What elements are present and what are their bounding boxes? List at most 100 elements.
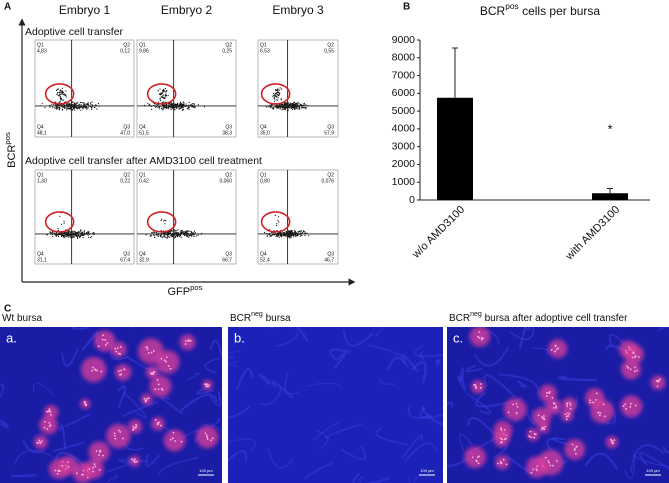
dot (294, 104, 296, 106)
quadrant-name: Q1 (139, 172, 146, 178)
image-caption-main: BCR (449, 313, 470, 324)
cell-spot (533, 436, 536, 439)
cell-spot (575, 452, 577, 455)
dot (285, 230, 287, 232)
dot (303, 103, 305, 105)
cell-spot (56, 472, 59, 475)
dot (61, 235, 63, 237)
dot (272, 108, 274, 110)
cell-spot (541, 426, 544, 429)
cell-spot (152, 371, 154, 374)
dot (187, 107, 189, 109)
y-tick-label: 9000 (392, 34, 416, 46)
cell-spot (82, 473, 85, 476)
tissue-fold (105, 474, 119, 483)
dot (184, 234, 186, 236)
cell-spot (84, 403, 87, 406)
cell-spot (542, 417, 545, 420)
plot-frame (136, 169, 237, 265)
dot (66, 231, 68, 233)
gate-circle (44, 83, 75, 105)
cell-spot (516, 406, 519, 408)
cell-spot (82, 469, 85, 472)
cell-spot (99, 449, 102, 452)
dot (301, 232, 303, 234)
dot (160, 236, 162, 238)
dot (283, 232, 285, 234)
dot (284, 103, 287, 105)
dot (165, 106, 167, 108)
cell-spot (46, 410, 49, 413)
dot (73, 230, 75, 232)
cell-spot (206, 438, 209, 441)
dot (292, 106, 294, 108)
dot (191, 106, 193, 108)
dot (68, 107, 71, 109)
bar (437, 97, 473, 200)
cell-spot (119, 353, 122, 355)
dot (65, 104, 67, 106)
quadrant-value: 48,1 (37, 130, 47, 136)
dot (182, 104, 184, 106)
dot (203, 106, 206, 108)
dot (149, 104, 151, 106)
cell-spot (41, 440, 43, 443)
dot (63, 91, 65, 93)
dot (280, 98, 282, 100)
follicle (106, 423, 131, 449)
dot (151, 235, 153, 237)
tissue-fold (401, 434, 423, 460)
cell-spot (611, 439, 614, 442)
cell-spot (530, 436, 532, 439)
dot (157, 235, 159, 237)
dot (87, 231, 89, 233)
dot (305, 108, 307, 110)
x-tick-label: with AMD3100 (563, 204, 622, 263)
dot (276, 234, 278, 237)
cell-spot (154, 388, 157, 391)
dot (46, 234, 48, 236)
cell-spot (143, 397, 146, 400)
cell-spot (48, 421, 51, 424)
tissue-fold (70, 327, 75, 328)
dot (290, 231, 292, 233)
tissue-fold (0, 383, 5, 398)
dot (159, 235, 161, 237)
dot (80, 232, 82, 234)
dot (58, 109, 60, 111)
dot (69, 232, 71, 234)
cell-spot (634, 355, 637, 358)
dot (188, 101, 190, 103)
dot (181, 232, 183, 234)
quadrant-name: Q4 (139, 124, 146, 130)
cell-spot (625, 408, 628, 410)
dot (194, 107, 196, 109)
cell-spot (208, 384, 211, 387)
dot (292, 103, 294, 105)
dot (162, 90, 164, 92)
dot (65, 90, 67, 92)
dot (289, 237, 291, 239)
cell-spot (205, 434, 208, 437)
image-letter: c. (453, 330, 463, 345)
dot (60, 89, 62, 91)
dot (76, 237, 79, 240)
cell-spot (622, 405, 625, 407)
dot (61, 87, 64, 89)
dot (193, 103, 195, 105)
dot (68, 230, 70, 232)
cell-spot (172, 431, 175, 434)
tissue-fold (328, 348, 352, 362)
cell-spot (146, 397, 149, 400)
gate-circle (146, 83, 177, 105)
dot (93, 106, 95, 108)
cell-spot (116, 347, 119, 349)
quadrant-name: Q3 (327, 251, 334, 257)
dot (63, 104, 65, 106)
follicle (179, 334, 196, 351)
tissue-fold (584, 452, 619, 471)
cell-spot (573, 447, 576, 450)
cell-spot (36, 442, 39, 445)
cell-spot (554, 345, 557, 348)
dot (56, 93, 58, 95)
